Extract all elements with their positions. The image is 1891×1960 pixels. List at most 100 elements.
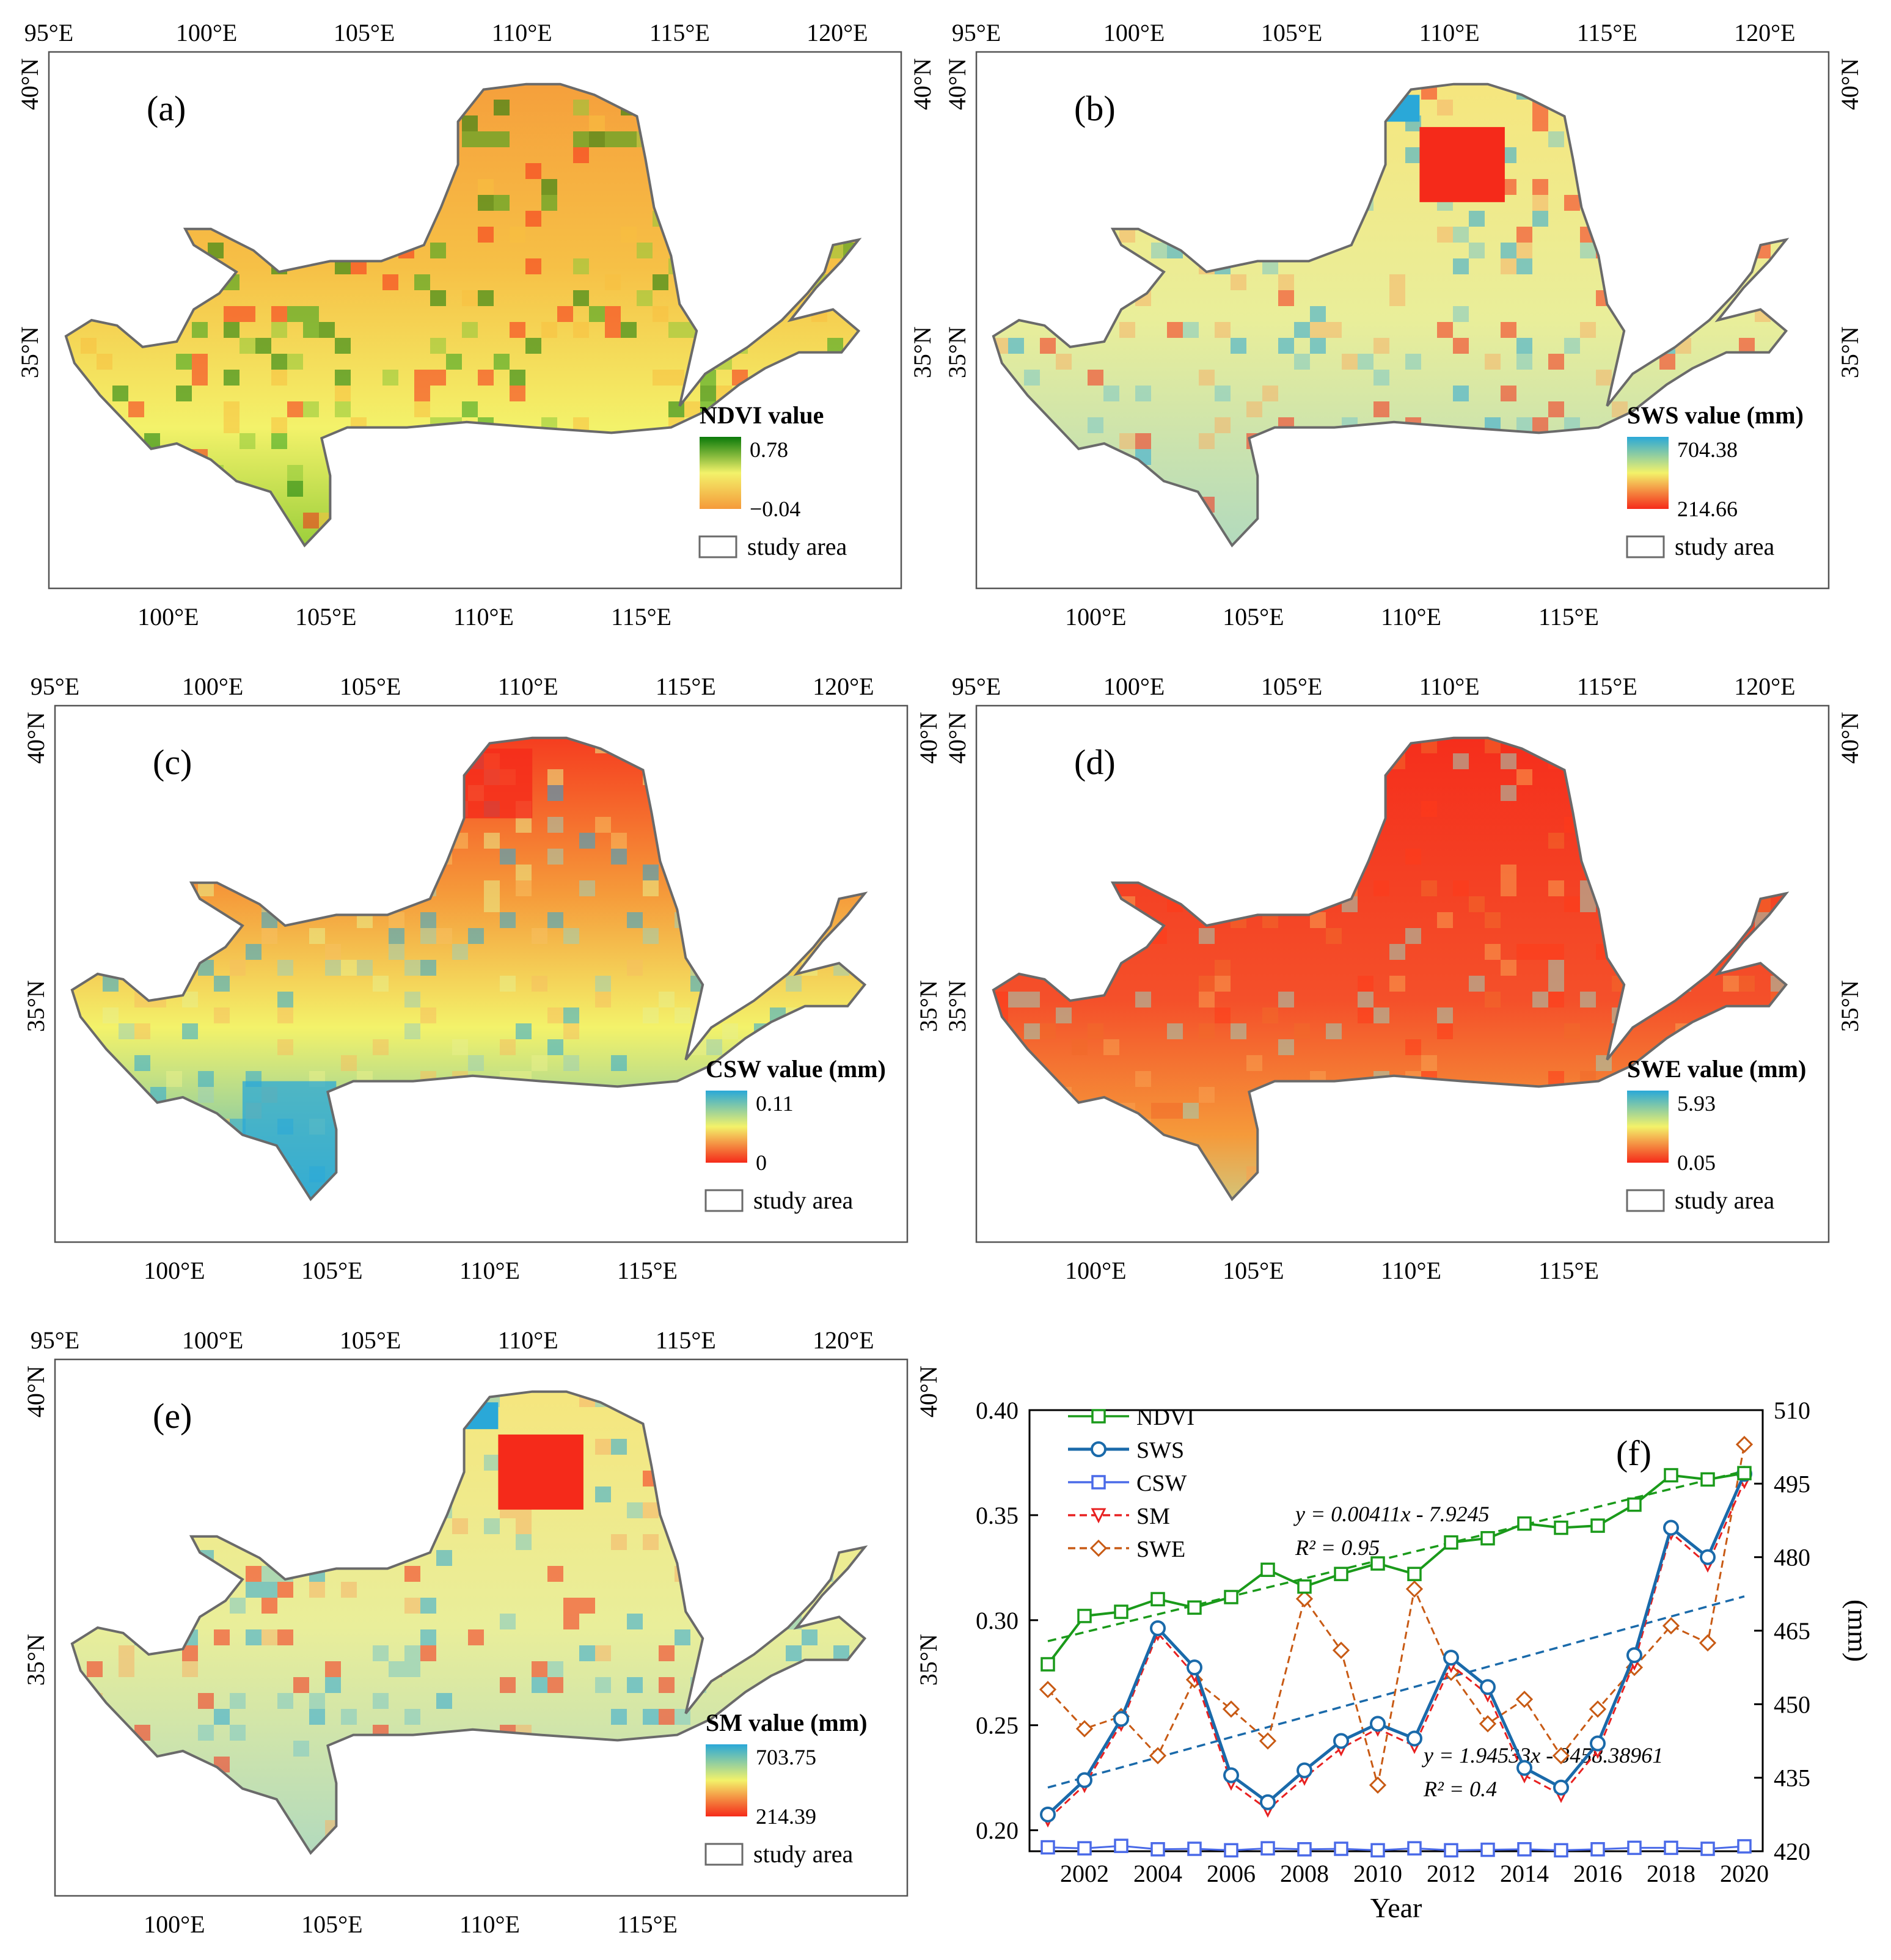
raster-cell bbox=[1358, 1007, 1373, 1023]
raster-cell bbox=[1135, 992, 1151, 1007]
raster-cell bbox=[176, 354, 192, 370]
raster-cell bbox=[802, 1629, 817, 1645]
raster-cell bbox=[1548, 976, 1564, 992]
series-sws bbox=[1040, 1466, 1752, 1823]
data-point-ndvi bbox=[1297, 1579, 1312, 1594]
raster-cell bbox=[1501, 258, 1516, 274]
raster-cell bbox=[87, 1661, 103, 1677]
lat-tick-left: 35°N bbox=[943, 980, 971, 1032]
raster-cell bbox=[1516, 227, 1532, 243]
data-point-csw bbox=[1700, 1841, 1715, 1856]
raster-cell bbox=[1294, 1023, 1310, 1039]
raster-cell bbox=[404, 1709, 420, 1725]
raster-cell bbox=[595, 976, 611, 992]
data-point-sws bbox=[1480, 1679, 1496, 1695]
lon-tick-top: 100°E bbox=[182, 1326, 243, 1354]
legend-max-value: 704.38 bbox=[1677, 437, 1738, 462]
lon-tick-bottom: 110°E bbox=[1381, 603, 1441, 631]
lon-tick-top: 105°E bbox=[1261, 673, 1322, 700]
lat-tick-right: 40°N bbox=[915, 712, 942, 764]
raster-cell bbox=[627, 1677, 643, 1693]
raster-cell bbox=[1453, 753, 1469, 769]
raster-cell bbox=[436, 1550, 452, 1566]
raster-cell bbox=[563, 928, 579, 944]
raster-cell bbox=[1326, 322, 1342, 338]
raster-cell bbox=[1564, 195, 1580, 211]
raster-cell bbox=[230, 1725, 246, 1741]
legend-title: CSW value (mm) bbox=[706, 1055, 886, 1083]
data-point-ndvi bbox=[1737, 1466, 1752, 1480]
raster-cell bbox=[1437, 322, 1453, 338]
raster-cell bbox=[382, 370, 398, 386]
raster-cell bbox=[1199, 1023, 1215, 1039]
raster-cell bbox=[271, 306, 287, 322]
legend-max-value: 703.75 bbox=[756, 1745, 816, 1769]
raster-cell bbox=[404, 960, 420, 976]
raster-cell bbox=[1548, 401, 1564, 417]
sws-trend-equation: y = 1.94533x - 3458.38961 bbox=[1422, 1743, 1663, 1768]
raster-cell bbox=[722, 1023, 738, 1039]
data-point-ndvi bbox=[1407, 1567, 1422, 1581]
raster-cell bbox=[309, 1582, 325, 1598]
raster-cell bbox=[573, 322, 589, 338]
raster-cell bbox=[287, 481, 303, 497]
raster-cell bbox=[478, 370, 494, 386]
lon-tick-top: 100°E bbox=[182, 673, 243, 700]
raster-cell bbox=[1532, 179, 1548, 195]
study-area-boundary bbox=[64, 82, 862, 548]
raster-cell bbox=[255, 338, 271, 354]
raster-cell bbox=[430, 370, 446, 386]
raster-cell bbox=[198, 1087, 214, 1103]
lon-tick-bottom: 110°E bbox=[459, 1911, 520, 1938]
raster-cell bbox=[1358, 976, 1373, 992]
legend-study-area-swatch bbox=[704, 1843, 744, 1866]
raster-cell bbox=[1532, 195, 1548, 211]
raster-cell bbox=[1596, 370, 1612, 386]
raster-cell bbox=[1469, 896, 1485, 912]
raster-cell bbox=[573, 147, 589, 163]
raster-cell bbox=[246, 1582, 262, 1598]
raster-cell bbox=[484, 896, 500, 912]
raster-cell bbox=[1278, 274, 1294, 290]
data-point-swe bbox=[1589, 1700, 1607, 1718]
raster-cell bbox=[1262, 1007, 1278, 1023]
raster-cell bbox=[1167, 1023, 1183, 1039]
raster-cell bbox=[1215, 386, 1231, 401]
lon-tick-top: 115°E bbox=[1577, 673, 1637, 700]
raster-cell bbox=[627, 960, 643, 976]
raster-cell bbox=[1294, 354, 1310, 370]
raster-cell bbox=[119, 1023, 134, 1039]
raster-cell bbox=[1262, 386, 1278, 401]
raster-cell bbox=[668, 322, 684, 338]
raster-cell bbox=[1405, 147, 1421, 163]
data-point-sws bbox=[1516, 1760, 1532, 1776]
data-point-ndvi bbox=[1554, 1520, 1568, 1535]
raster-cell bbox=[404, 1566, 420, 1582]
raster-cell bbox=[532, 1677, 547, 1693]
raster-cell bbox=[271, 417, 287, 433]
raster-cell bbox=[341, 1582, 357, 1598]
raster-cell bbox=[1167, 322, 1183, 338]
lat-tick-right: 35°N bbox=[909, 326, 936, 378]
raster-cell bbox=[1405, 928, 1421, 944]
lon-tick-top: 120°E bbox=[813, 1326, 874, 1354]
legend-marker-csw bbox=[1091, 1475, 1106, 1490]
lat-tick-left: 40°N bbox=[22, 712, 49, 764]
raster-cell bbox=[637, 290, 653, 306]
raster-cell bbox=[277, 960, 293, 976]
raster-cell bbox=[1739, 338, 1755, 354]
raster-cell bbox=[1024, 992, 1040, 1007]
raster-cell bbox=[1389, 290, 1405, 306]
data-point-csw bbox=[1297, 1842, 1312, 1857]
series-line-sws bbox=[1047, 1473, 1746, 1816]
raster-cell bbox=[1532, 417, 1548, 433]
raster-cell bbox=[341, 960, 357, 976]
raster-cell bbox=[309, 928, 325, 944]
legend-study-area-swatch bbox=[698, 535, 737, 558]
raster-cell bbox=[335, 401, 351, 417]
raster-cell bbox=[420, 1598, 436, 1614]
legend-max-value: 5.93 bbox=[1677, 1091, 1716, 1116]
raster-cell bbox=[1516, 354, 1532, 370]
data-point-csw bbox=[1554, 1843, 1568, 1858]
raster-cell bbox=[525, 211, 541, 227]
